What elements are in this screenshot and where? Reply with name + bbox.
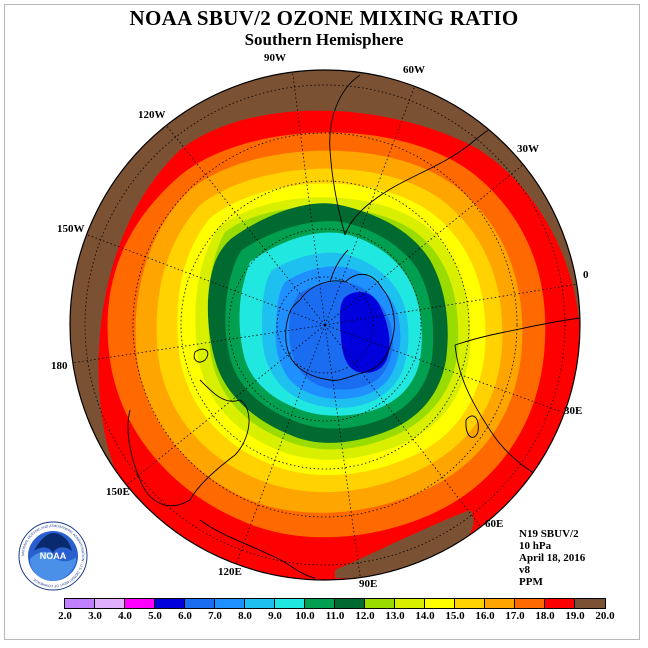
colorbar-tick-label: 20.0 [595, 610, 615, 622]
colorbar-tick-label: 14.0 [415, 610, 435, 622]
colorbar-tick-label: 4.0 [118, 610, 132, 622]
info-satellite: N19 SBUV/2 [519, 528, 579, 540]
info-date: April 18, 2016 [519, 552, 586, 564]
map-frame [4, 4, 640, 640]
info-version: v8 [519, 564, 530, 576]
colorbar-swatch [95, 599, 125, 608]
colorbar-swatch [245, 599, 275, 608]
map-title: NOAA SBUV/2 OZONE MIXING RATIO [129, 6, 519, 30]
lon-label-0: 0 [583, 269, 589, 281]
colorbar-tick-label: 5.0 [148, 610, 162, 622]
colorbar-swatch [545, 599, 575, 608]
lon-label-90e: 90E [359, 578, 378, 590]
lon-label-180: 180 [51, 360, 68, 372]
antarctica-coast [285, 273, 395, 381]
colorbar-tick-label: 17.0 [505, 610, 525, 622]
colorbar-tick-label: 16.0 [475, 610, 495, 622]
map-border [69, 69, 581, 581]
colorbar-swatch [425, 599, 455, 608]
lon-label-120w: 120W [138, 109, 166, 121]
australia-coast [127, 379, 250, 507]
colorbar-tick-label: 13.0 [385, 610, 405, 622]
colorbar-swatch [365, 599, 395, 608]
lon-label-150w: 150W [57, 223, 85, 235]
colorbar-swatch [65, 599, 95, 608]
new-zealand [193, 348, 209, 363]
lon-label-60e: 60E [485, 518, 504, 530]
colorbar-tick-label: 2.0 [58, 610, 72, 622]
colorbar-tick-label: 7.0 [208, 610, 222, 622]
colorbar-tick-label: 12.0 [355, 610, 375, 622]
contour-6 [339, 291, 390, 373]
colorbar-tick-label: 11.0 [325, 610, 345, 622]
colorbar-swatch [575, 599, 605, 608]
noaa-logo: NOAA NATIONAL OCEANIC AND ATMOSPHERIC AD… [18, 521, 88, 591]
lon-label-90w: 90W [264, 52, 286, 64]
info-pressure: 10 hPa [519, 540, 552, 552]
graticule [70, 70, 580, 580]
contour-19-gap [335, 510, 474, 579]
colorbar-tick-label: 18.0 [535, 610, 555, 622]
colorbar-tick-label: 15.0 [445, 610, 465, 622]
lon-label-150e: 150E [106, 486, 130, 498]
indonesia-coast [199, 519, 316, 579]
colorbar-tick-label: 9.0 [268, 610, 282, 622]
colorbar-swatch [515, 599, 545, 608]
colorbar-tick-label: 3.0 [88, 610, 102, 622]
ozone-contours [70, 70, 580, 580]
map-subtitle: Southern Hemisphere [244, 30, 404, 49]
colorbar-swatch [125, 599, 155, 608]
contour-19-gap-2 [480, 140, 522, 175]
colorbar-swatch [275, 599, 305, 608]
lon-label-30w: 30W [517, 143, 539, 155]
colorbar-swatch [395, 599, 425, 608]
colorbar-tick-label: 6.0 [178, 610, 192, 622]
colorbar [64, 598, 606, 609]
madagascar [465, 415, 479, 438]
lon-label-30e: 30E [564, 405, 583, 417]
info-units: PPM [519, 576, 543, 588]
colorbar-swatch [305, 599, 335, 608]
noaa-logo-text: NOAA [40, 551, 67, 561]
antarctic-peninsula [329, 249, 349, 283]
colorbar-ticks: 2.0 3.0 4.0 5.0 6.0 7.0 8.0 9.0 10.0 11.0 12.0 13.0… [0, 610, 648, 624]
colorbar-swatch [155, 599, 185, 608]
lon-label-60w: 60W [403, 64, 425, 76]
colorbar-swatch [215, 599, 245, 608]
colorbar-swatch [335, 599, 365, 608]
colorbar-swatch [485, 599, 515, 608]
lon-label-120e: 120E [218, 566, 242, 578]
colorbar-tick-label: 8.0 [238, 610, 252, 622]
colorbar-tick-label: 10.0 [295, 610, 315, 622]
colorbar-swatch [185, 599, 215, 608]
colorbar-swatch [455, 599, 485, 608]
colorbar-tick-label: 19.0 [565, 610, 585, 622]
info-block: N19 SBUV/2 10 hPa April 18, 2016 v8 PPM [519, 528, 585, 588]
